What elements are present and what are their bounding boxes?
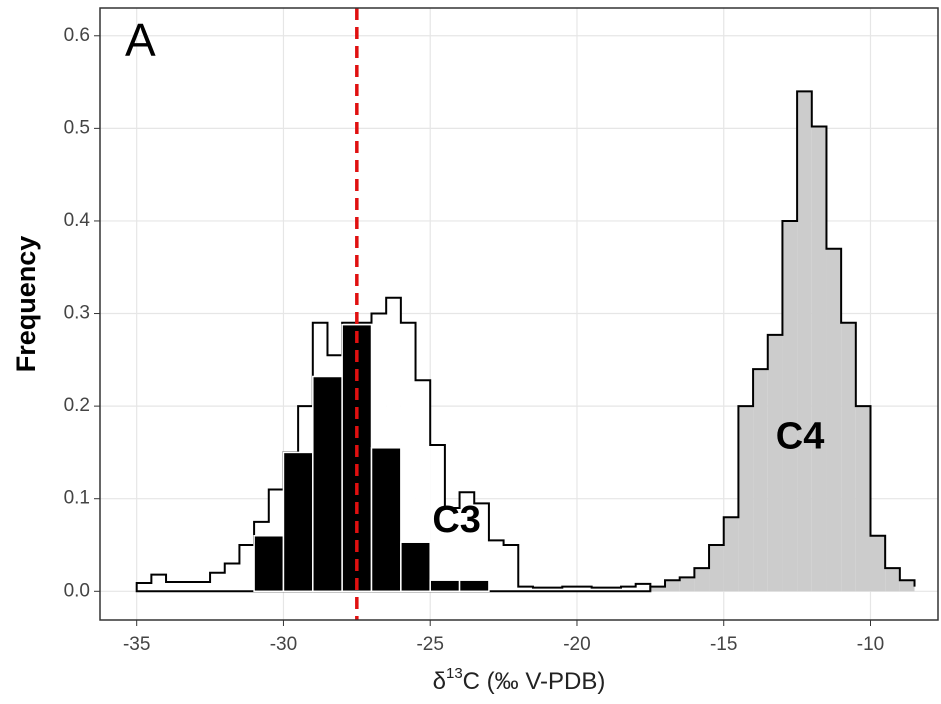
y-tick-label: 0.0 <box>64 580 90 601</box>
histogram-bar <box>841 322 856 592</box>
histogram-bar <box>151 574 167 592</box>
histogram-bar <box>532 587 548 592</box>
histogram-bar <box>253 534 285 593</box>
y-tick-label: 0.6 <box>64 25 90 46</box>
histogram-bar <box>620 586 636 592</box>
histogram-bar <box>547 587 563 592</box>
histogram-bar <box>474 503 489 592</box>
histogram-bar <box>444 507 460 592</box>
histogram-bar <box>885 568 900 592</box>
histogram-bar <box>503 545 519 592</box>
histogram-bar <box>723 517 739 592</box>
x-axis-label: δ13C (‰ V-PDB) <box>433 665 606 695</box>
y-axis-label: Frequency <box>11 236 41 373</box>
overlay: C3 C4 <box>355 8 825 620</box>
x-label-prefix: δ <box>433 668 446 695</box>
histogram-bar <box>709 545 724 592</box>
histogram-bar <box>136 582 152 592</box>
x-tick-label: -25 <box>416 634 443 655</box>
x-tick-label: -30 <box>270 634 297 655</box>
histogram-bar <box>797 91 812 592</box>
histogram-bar <box>811 126 827 592</box>
histogram-bar <box>239 545 255 592</box>
histogram-bar <box>180 582 196 592</box>
histogram-bar <box>312 375 343 593</box>
histogram-bar <box>459 492 475 592</box>
histogram-bar <box>370 447 402 593</box>
histogram-bar <box>870 535 886 592</box>
bars <box>135 90 916 593</box>
histogram-bar <box>767 334 783 592</box>
y-tick-label: 0.2 <box>64 395 90 416</box>
x-tick-label: -15 <box>710 634 737 655</box>
x-label-sup: 13 <box>446 665 463 682</box>
histogram-bar <box>518 586 533 592</box>
histogram-outline <box>135 296 652 593</box>
x-label-suffix: C (‰ V-PDB) <box>463 668 606 695</box>
histogram-bar <box>826 248 842 592</box>
annotation: C4 <box>776 416 825 458</box>
histogram-bar <box>166 582 181 592</box>
histogram-bar <box>635 583 651 592</box>
histogram-bar <box>576 586 592 592</box>
histogram-bar <box>415 380 431 592</box>
y-tick-label: 0.5 <box>64 117 90 138</box>
histogram-bar <box>753 369 768 592</box>
x-tick-label: -10 <box>857 634 884 655</box>
y-tick-label: 0.1 <box>64 488 90 509</box>
annotation: C3 <box>432 499 481 541</box>
histogram-bar <box>650 586 666 592</box>
histogram-outline <box>649 90 916 592</box>
histogram-bar <box>738 406 754 592</box>
histogram-bar <box>855 406 871 592</box>
x-tick-label: -20 <box>563 634 590 655</box>
histogram-bar <box>195 582 211 592</box>
y-tick-label: 0.3 <box>64 303 90 324</box>
histogram-bar <box>782 220 798 592</box>
histogram-bar <box>210 572 225 592</box>
histogram-bar <box>606 587 621 592</box>
histogram-bar <box>694 568 710 592</box>
histogram-bar <box>400 541 431 593</box>
histogram-bar <box>899 580 915 592</box>
histogram-bar <box>679 577 695 592</box>
histogram-bar <box>430 445 445 592</box>
histogram-bar <box>665 580 680 592</box>
histogram-bar <box>591 587 607 592</box>
histogram-bar <box>224 563 240 592</box>
histogram-bar <box>400 322 416 592</box>
y-tick-label: 0.4 <box>64 210 91 231</box>
histogram-bar <box>562 586 577 592</box>
histogram-bar <box>429 579 461 593</box>
histogram-bar <box>282 451 314 593</box>
panel-label: A <box>125 14 156 66</box>
histogram-bar <box>488 540 504 592</box>
histogram-bar <box>458 579 490 593</box>
x-tick-label: -35 <box>123 634 150 655</box>
